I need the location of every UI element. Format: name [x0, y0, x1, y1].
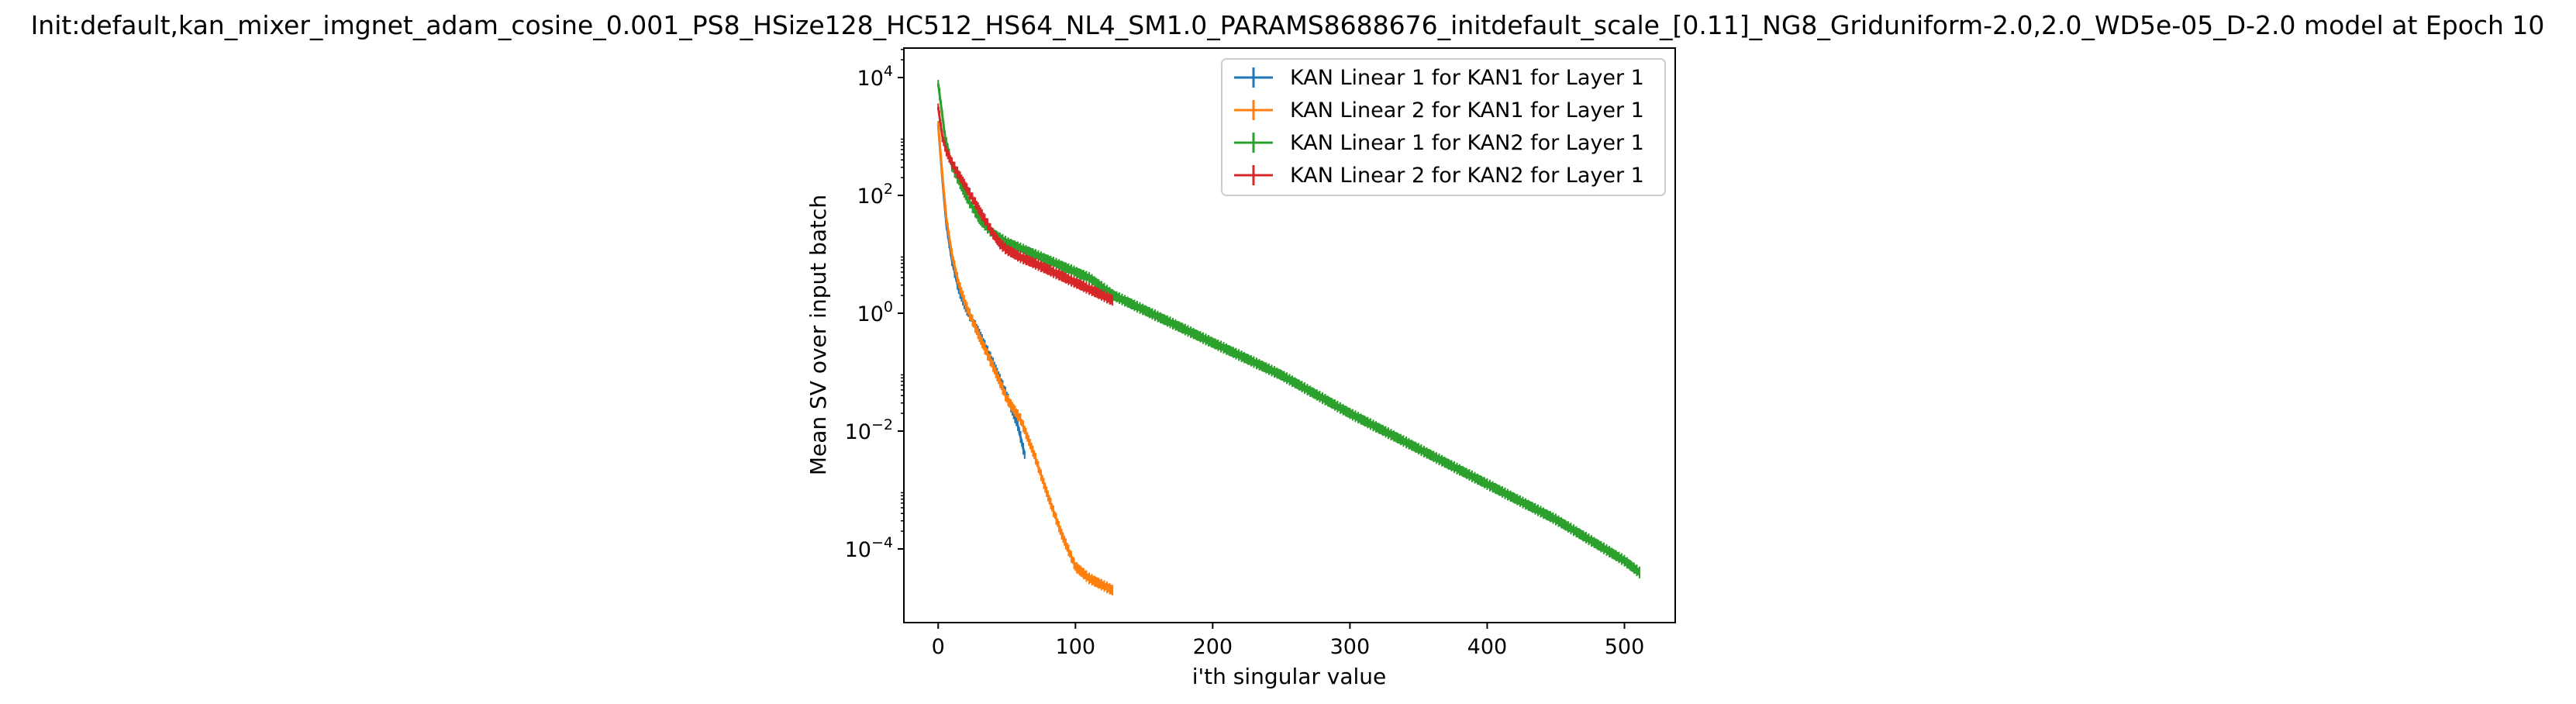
y-tick-exponent: −4 [871, 534, 893, 551]
series-4-line [936, 106, 1113, 302]
y-tick-label: 104 [857, 63, 893, 91]
x-tick-label: 300 [1330, 635, 1371, 659]
series-3 [936, 80, 1640, 578]
y-tick-base: 10 [845, 420, 871, 444]
y-tick-base: 10 [845, 538, 871, 562]
y-tick-label: 100 [857, 299, 893, 326]
legend-label: KAN Linear 2 for KAN2 for Layer 1 [1290, 164, 1644, 188]
series-4 [936, 103, 1114, 306]
series-2 [936, 121, 1114, 596]
series-3-line [936, 83, 1640, 574]
legend-box [1221, 58, 1666, 196]
y-tick-exponent: 0 [884, 299, 893, 316]
series-3-error-bars [937, 80, 1640, 578]
legend-label: KAN Linear 2 for KAN1 for Layer 1 [1290, 98, 1644, 123]
y-tick-label: 10−4 [845, 534, 893, 562]
x-tick-label: 400 [1467, 635, 1508, 659]
y-axis-label: Mean SV over input batch [805, 195, 831, 475]
x-tick-label: 0 [932, 635, 945, 659]
legend-item: KAN Linear 1 for KAN2 for Layer 1 [1234, 131, 1644, 155]
plot-frame [903, 47, 1676, 623]
x-tick-label: 500 [1605, 635, 1645, 659]
x-axis-label: i'th singular value [1192, 664, 1387, 689]
legend-label: KAN Linear 1 for KAN2 for Layer 1 [1290, 131, 1644, 155]
legend-label: KAN Linear 1 for KAN1 for Layer 1 [1290, 66, 1644, 90]
x-axis-ticks: 0 100 200 300 400 500 [932, 623, 1645, 659]
y-tick-base: 10 [857, 185, 884, 209]
x-tick-label: 100 [1056, 635, 1096, 659]
legend-item: KAN Linear 2 for KAN1 for Layer 1 [1234, 98, 1644, 123]
y-tick-label: 102 [857, 181, 893, 209]
y-tick-label: 10−2 [845, 416, 893, 444]
x-tick-label: 200 [1193, 635, 1233, 659]
chart-title: Init:default,kan_mixer_imgnet_adam_cosin… [31, 10, 2545, 40]
y-tick-exponent: −2 [871, 416, 893, 433]
y-tick-exponent: 4 [884, 63, 893, 80]
legend-item: KAN Linear 1 for KAN1 for Layer 1 [1234, 66, 1644, 90]
plot-series-layer [936, 80, 1640, 596]
y-tick-exponent: 2 [884, 181, 893, 198]
y-tick-base: 10 [857, 67, 884, 91]
chart-legend: KAN Linear 1 for KAN1 for Layer 1 KAN Lin… [1221, 58, 1666, 196]
legend-item: KAN Linear 2 for KAN2 for Layer 1 [1234, 164, 1644, 188]
y-tick-base: 10 [857, 302, 884, 326]
series-2-line [936, 124, 1113, 592]
